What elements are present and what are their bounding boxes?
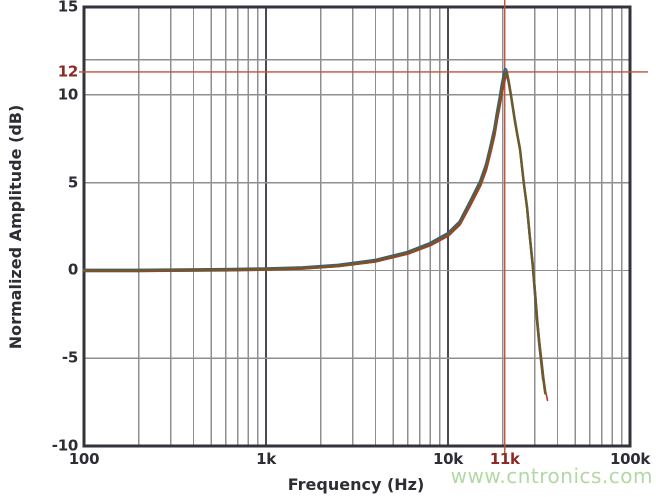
y-tick-10: 10 xyxy=(57,85,79,104)
y-axis-title: Normalized Amplitude (dB) xyxy=(6,104,25,350)
curve-mic-e xyxy=(82,70,547,395)
x-axis-title: Frequency (Hz) xyxy=(287,475,425,494)
plot-border xyxy=(82,5,632,448)
y-tick-neg5: -5 xyxy=(61,348,78,367)
curve-mic-d xyxy=(83,76,549,402)
watermark: www.cntronics.com xyxy=(450,464,653,488)
curve-mic-b xyxy=(82,73,542,364)
x-tick-10k: 10k xyxy=(433,450,463,468)
gridlines xyxy=(84,7,630,446)
y-tick-neg10: -10 xyxy=(51,436,79,455)
y-tick-5: 5 xyxy=(67,173,78,192)
response-curves xyxy=(82,67,549,402)
crosshair-annotation xyxy=(79,0,648,454)
curve-mic-a xyxy=(83,74,541,345)
y-tick-15: 15 xyxy=(57,0,79,16)
x-tick-1k: 1k xyxy=(256,450,276,468)
y-tick-12: 12 xyxy=(57,62,79,81)
y-tick-0: 0 xyxy=(67,260,78,279)
x-tick-100: 100 xyxy=(68,450,100,468)
x-tick-11k-annotation: 11k xyxy=(489,450,520,468)
curve-mic-c xyxy=(82,67,544,381)
x-tick-100k: 100k xyxy=(609,450,651,468)
